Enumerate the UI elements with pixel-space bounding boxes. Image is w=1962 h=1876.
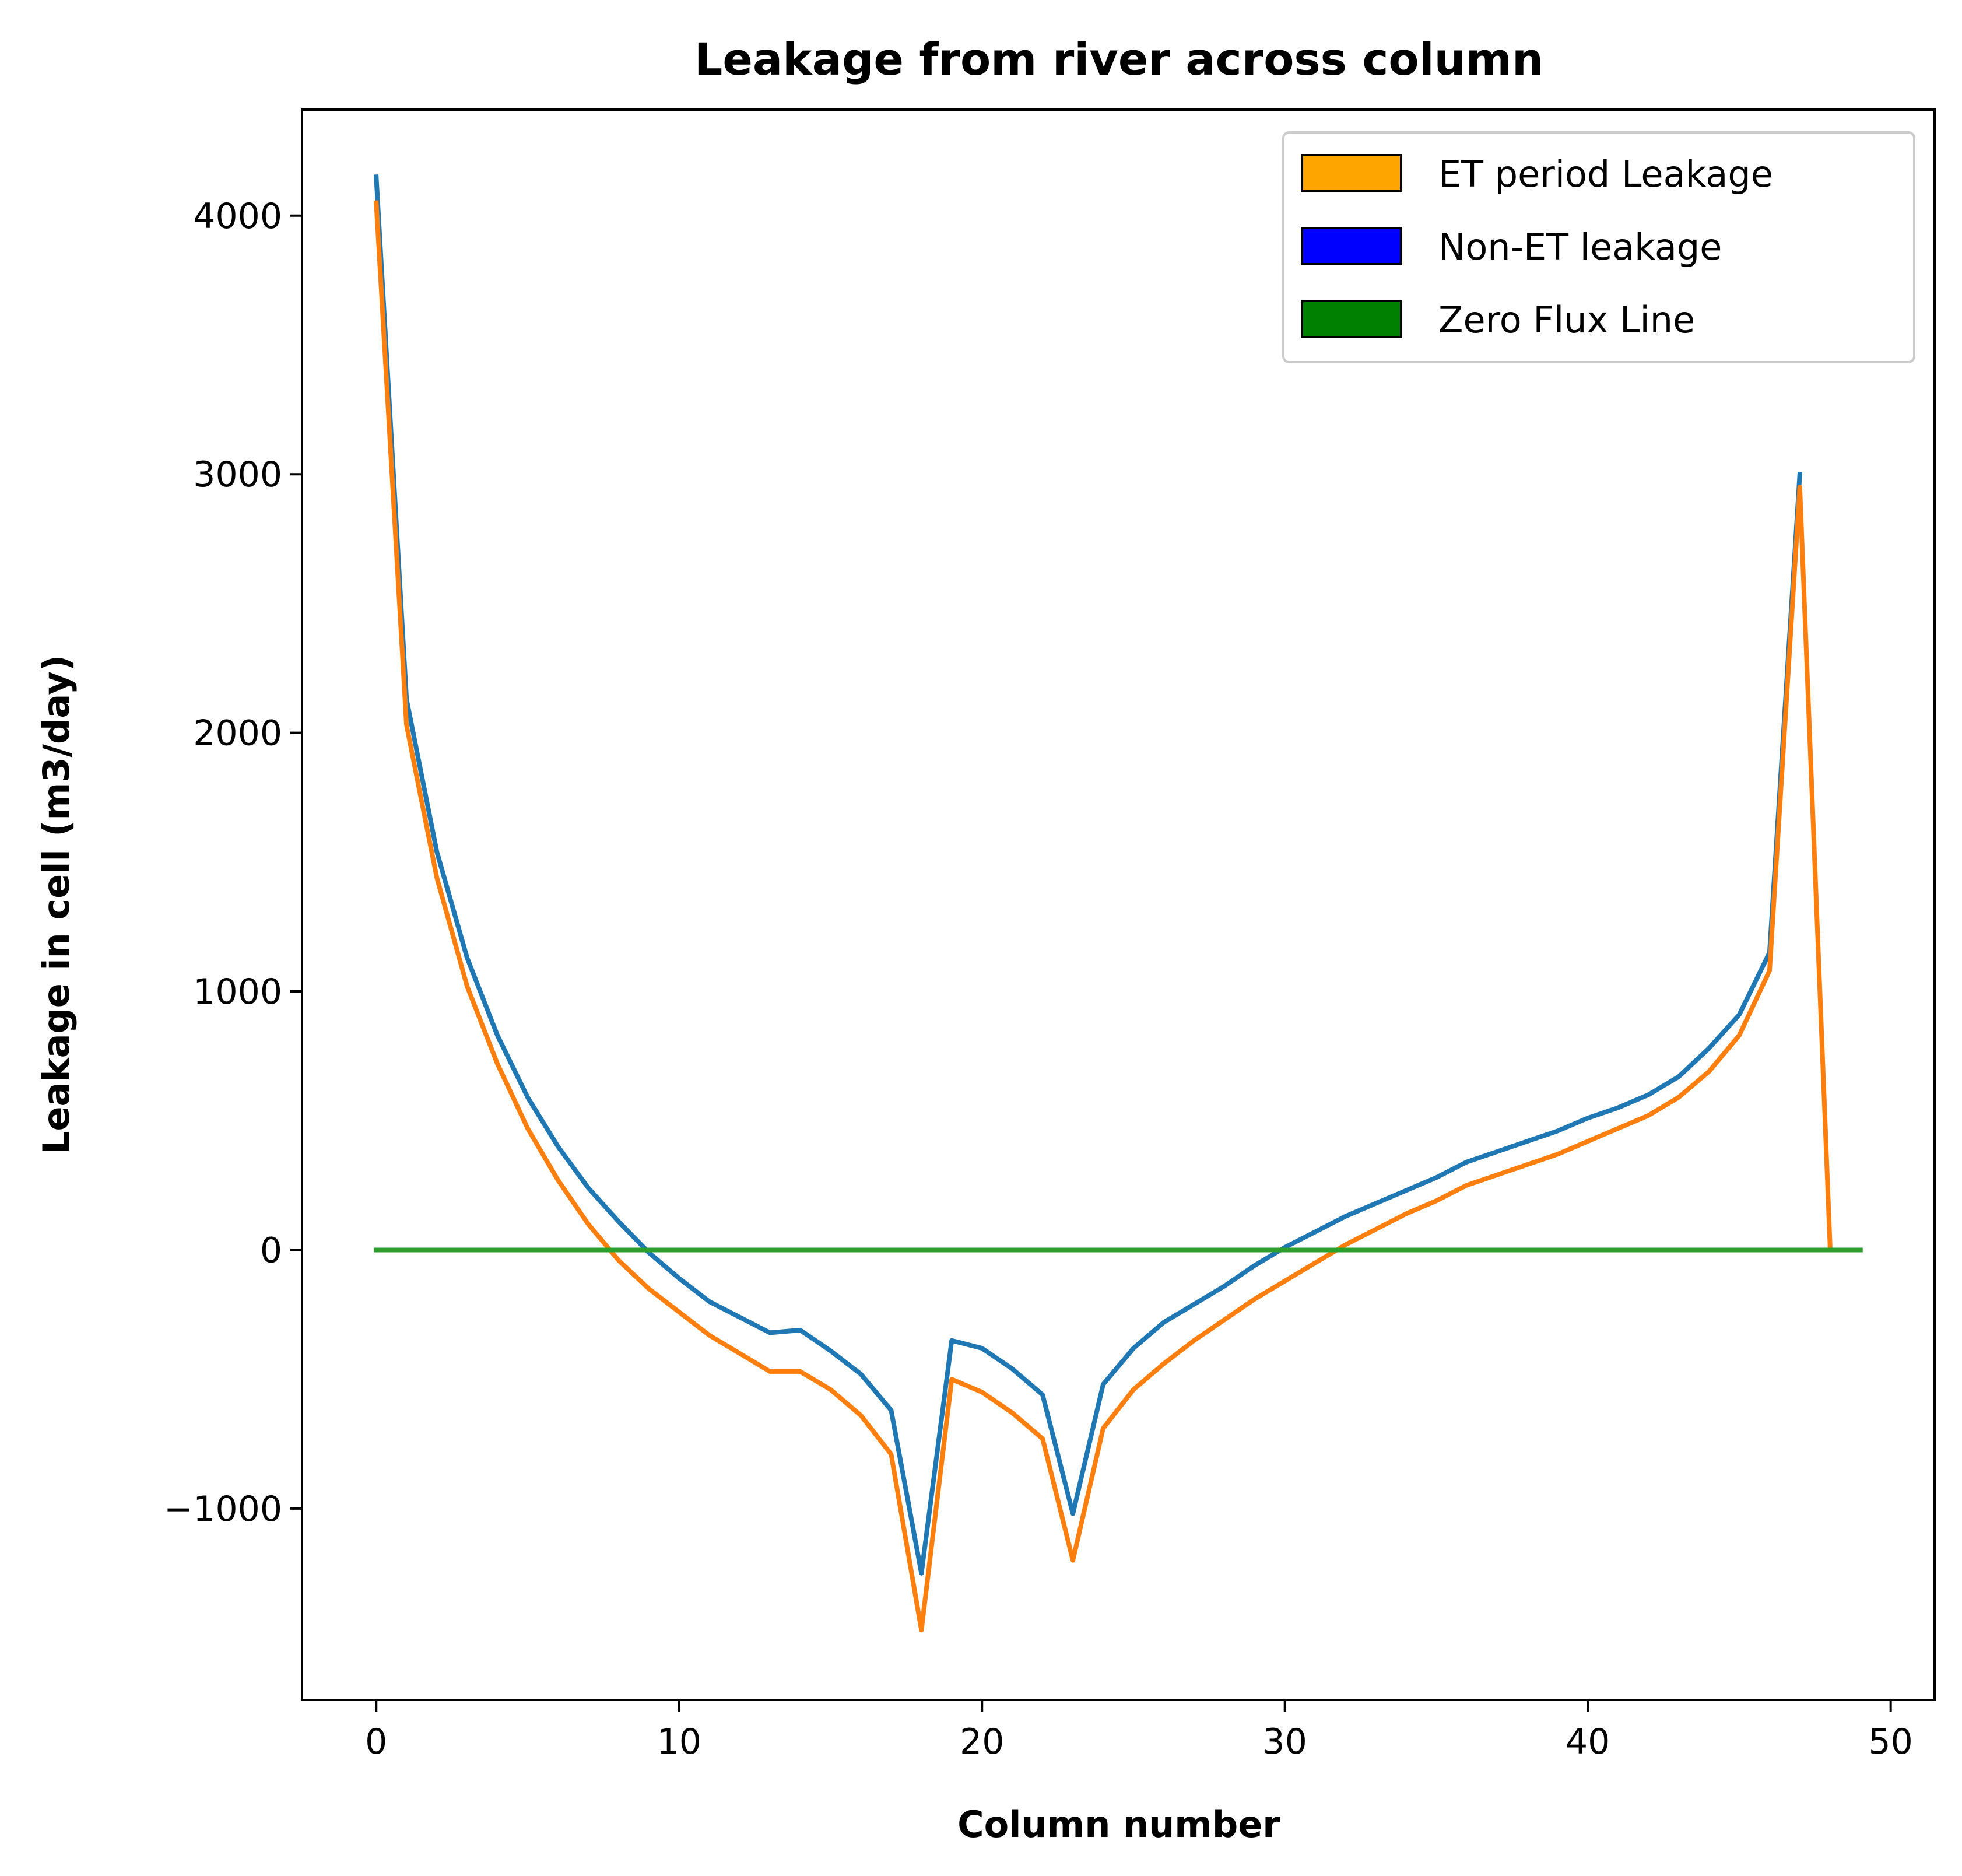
x-tick-label: 50 [1868, 1721, 1912, 1762]
x-tick-label: 40 [1566, 1721, 1610, 1762]
y-tick-label: 2000 [193, 713, 282, 754]
x-tick-label: 10 [657, 1721, 701, 1762]
x-tick-label: 30 [1263, 1721, 1307, 1762]
y-tick-label: 0 [260, 1230, 282, 1271]
legend-items: ET period Leakage Non-ET leakage Zero Flux… [1301, 153, 1773, 341]
x-axis-label: Column number [957, 1803, 1280, 1846]
legend-frame [1282, 131, 1915, 363]
x-tick-label: 0 [365, 1721, 387, 1762]
x-axis-ticks: 0 10 20 30 40 50 [365, 1700, 1913, 1762]
legend-label: Non-ET leakage [1438, 226, 1722, 268]
chart-title: Leakage from river across column [694, 33, 1543, 85]
x-tick-label: 20 [960, 1721, 1004, 1762]
legend: ET period Leakage Non-ET leakage Zero Flux… [1282, 131, 1915, 363]
y-axis-ticks: −1000 0 1000 2000 3000 4000 [164, 196, 302, 1530]
series-layer [374, 174, 1863, 1633]
y-axis-label: Leakage in cell (m3/day) [35, 655, 78, 1154]
legend-swatch [1301, 300, 1402, 338]
legend-swatch [1301, 154, 1402, 192]
series-line-1 [374, 174, 1803, 1576]
legend-label: ET period Leakage [1438, 153, 1773, 195]
series-line-2 [374, 200, 1833, 1633]
y-tick-label: 1000 [193, 972, 282, 1012]
y-tick-label: −1000 [164, 1489, 282, 1530]
legend-label: Zero Flux Line [1438, 299, 1695, 341]
y-tick-label: 3000 [193, 454, 282, 495]
legend-swatch [1301, 227, 1402, 265]
y-tick-label: 4000 [193, 196, 282, 237]
plot-area-frame [301, 108, 1936, 1701]
